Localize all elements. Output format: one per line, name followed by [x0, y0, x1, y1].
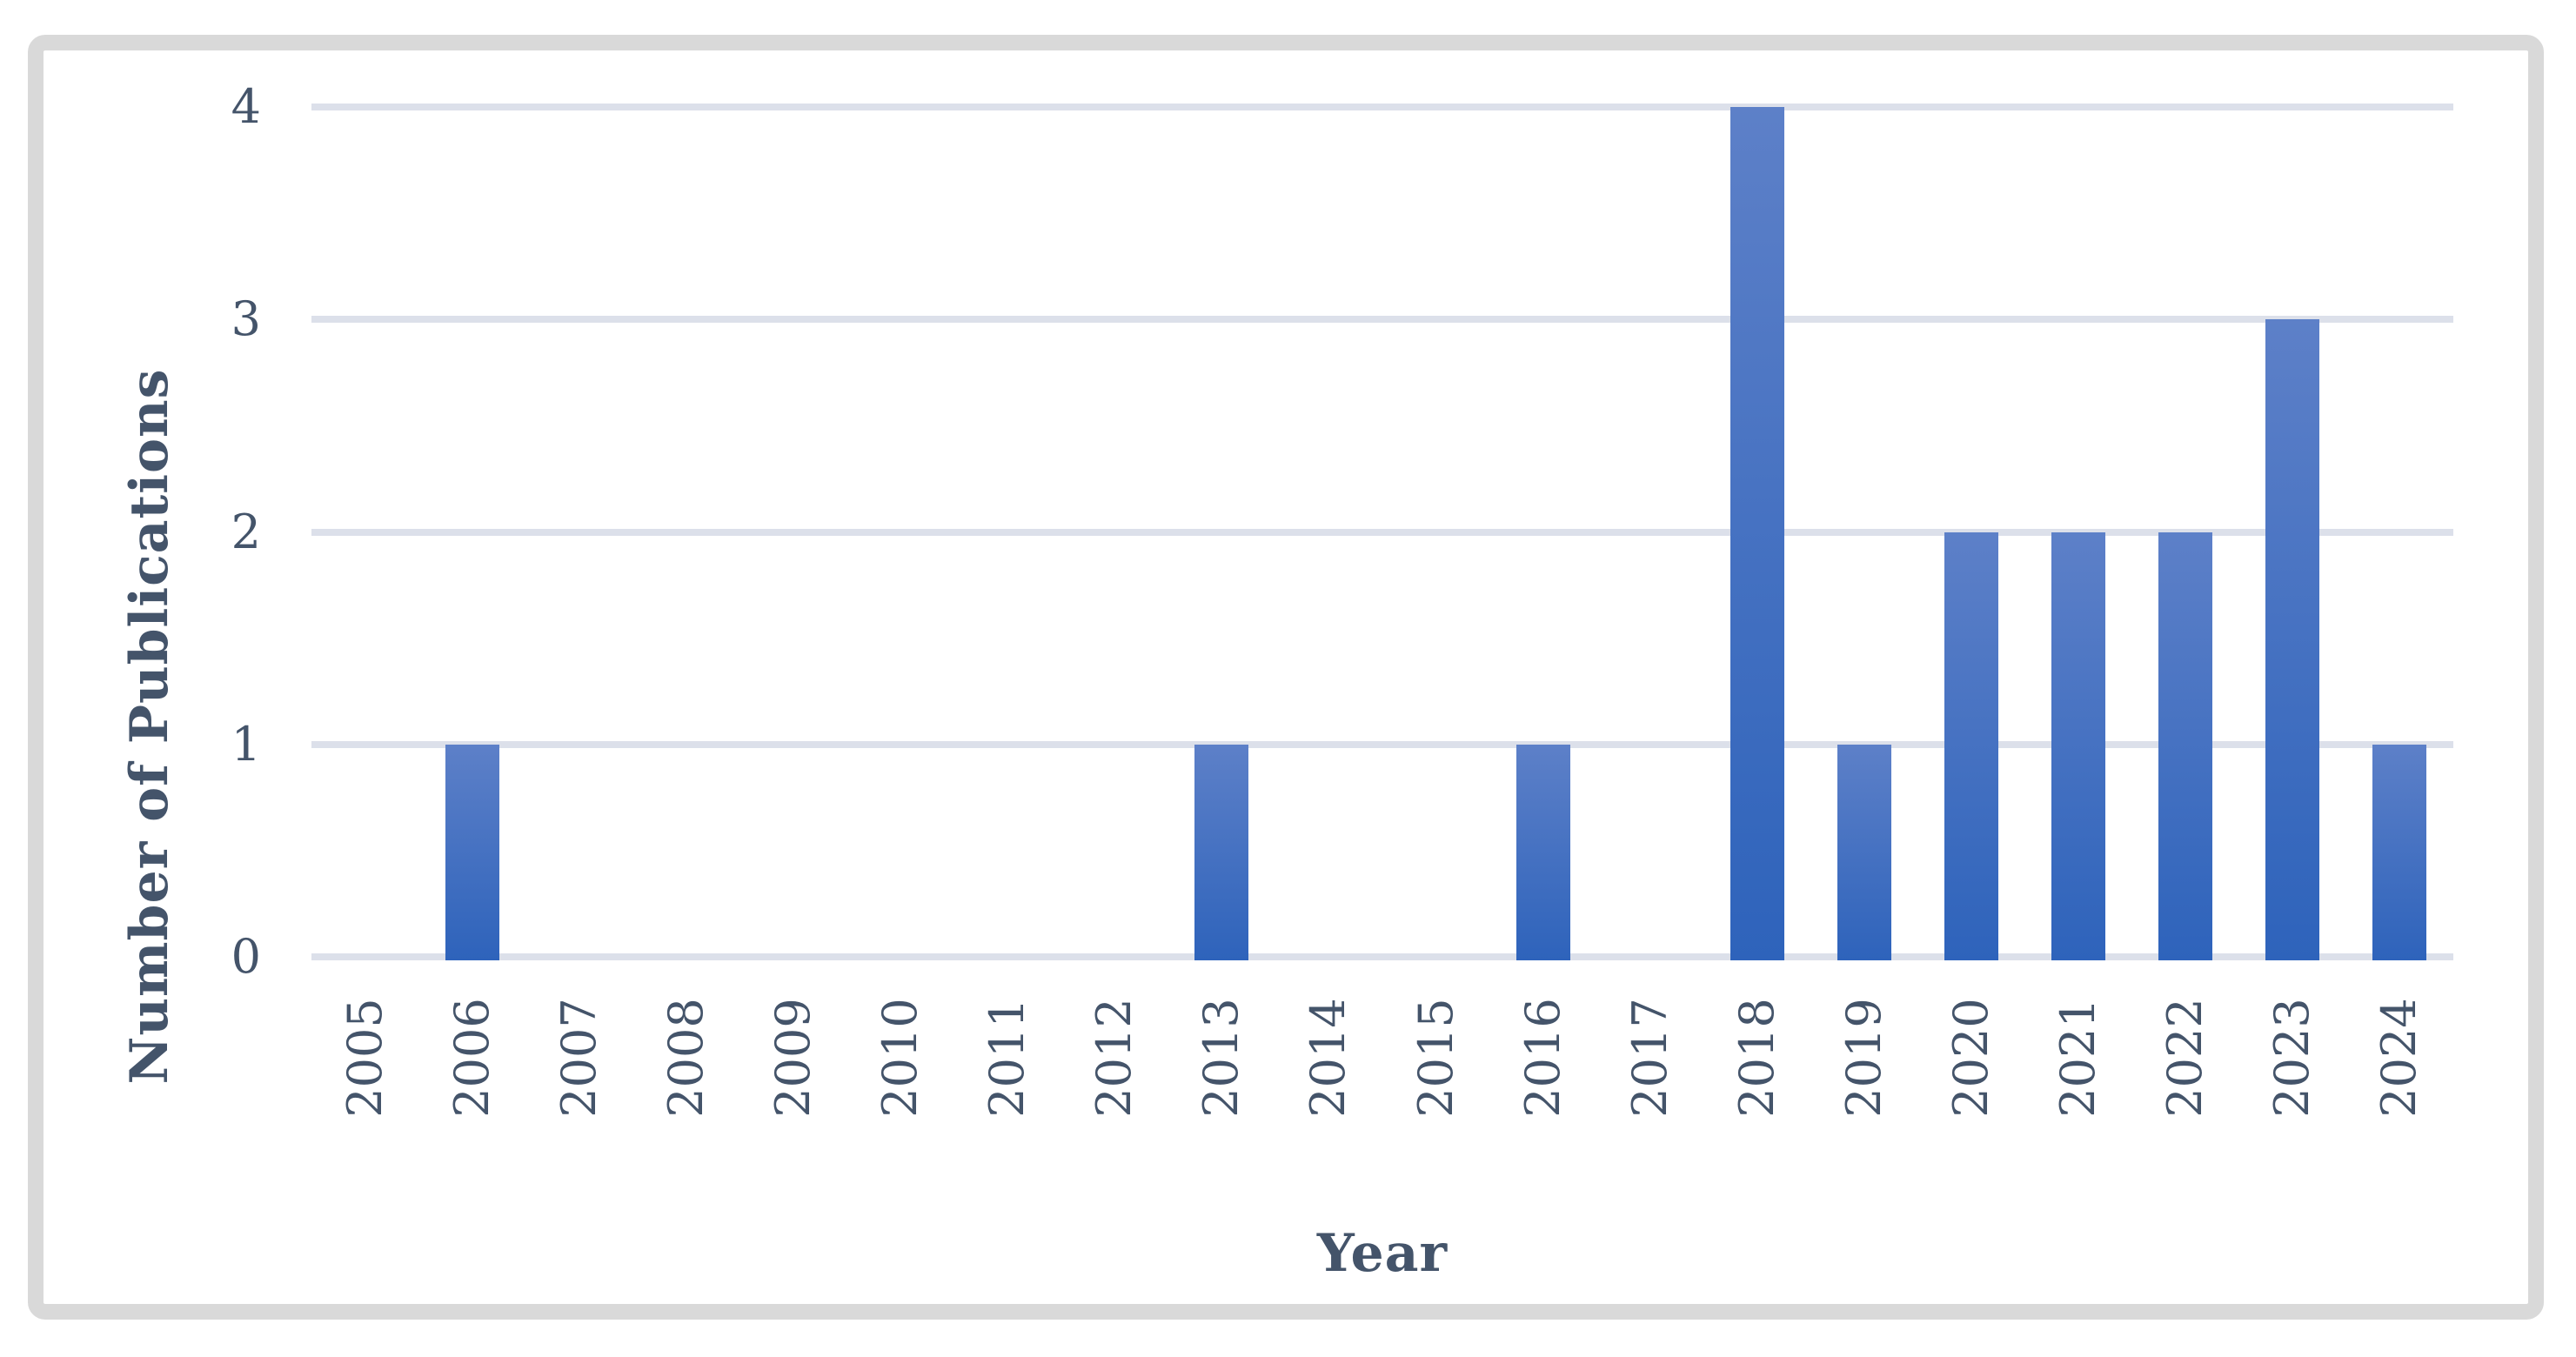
- bar-2024: [2372, 744, 2427, 960]
- x-tick-label-2016: 2016: [1515, 998, 1570, 1118]
- x-tick-label-2010: 2010: [873, 998, 928, 1118]
- bar-2019: [1837, 744, 1891, 960]
- bar-2021: [2051, 531, 2106, 960]
- y-tick-label-0: 0: [231, 929, 261, 984]
- x-tick-label-2006: 2006: [444, 998, 499, 1118]
- x-tick-label-2024: 2024: [2372, 998, 2427, 1118]
- y-tick-label-1: 1: [231, 716, 261, 772]
- gridline-y1: [311, 740, 2453, 748]
- y-tick-label-4: 4: [231, 79, 261, 134]
- x-tick-label-2008: 2008: [658, 998, 713, 1118]
- x-tick-label-2005: 2005: [337, 998, 392, 1118]
- x-tick-label-2013: 2013: [1194, 998, 1249, 1118]
- bar-2020: [1944, 531, 1999, 960]
- gridline-y2: [311, 528, 2453, 536]
- bar-2023: [2265, 319, 2320, 960]
- bar-2016: [1515, 744, 1570, 960]
- x-tick-label-2009: 2009: [765, 998, 820, 1118]
- x-tick-label-2015: 2015: [1408, 998, 1463, 1118]
- x-tick-label-2022: 2022: [2158, 998, 2213, 1118]
- x-axis-title: Year: [1316, 1223, 1449, 1284]
- x-tick-label-2023: 2023: [2265, 998, 2320, 1118]
- x-tick-label-2019: 2019: [1836, 998, 1891, 1118]
- y-axis-title: Number of Publications: [119, 368, 180, 1085]
- y-tick-label-2: 2: [231, 504, 261, 559]
- x-tick-label-2018: 2018: [1729, 998, 1784, 1118]
- chart-frame-border: [28, 35, 2544, 1320]
- gridline-y3: [311, 316, 2453, 324]
- x-tick-label-2017: 2017: [1622, 998, 1677, 1118]
- gridline-y4: [311, 104, 2453, 110]
- x-tick-label-2007: 2007: [551, 998, 606, 1118]
- bar-2013: [1194, 744, 1249, 960]
- bar-2018: [1730, 107, 1784, 960]
- x-tick-label-2021: 2021: [2051, 998, 2106, 1118]
- x-tick-label-2011: 2011: [980, 998, 1035, 1118]
- bar-2022: [2158, 531, 2213, 960]
- x-tick-label-2012: 2012: [1087, 998, 1142, 1118]
- x-tick-label-2020: 2020: [1944, 998, 1999, 1118]
- bar-2006: [445, 744, 499, 960]
- y-tick-label-3: 3: [231, 291, 261, 347]
- x-tick-label-2014: 2014: [1301, 998, 1356, 1118]
- gridline-y0: [311, 953, 2453, 960]
